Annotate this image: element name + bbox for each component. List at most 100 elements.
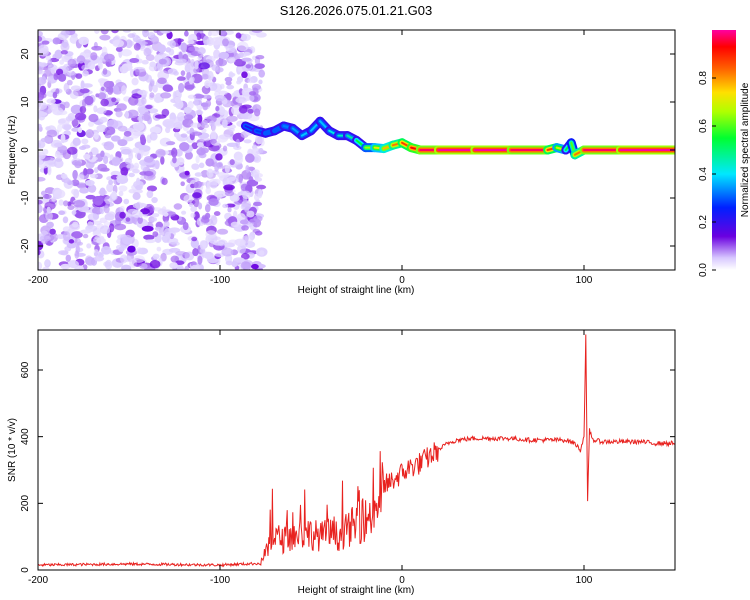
noise-blob	[198, 137, 211, 142]
noise-blob	[121, 234, 133, 245]
noise-blob	[238, 105, 248, 114]
noise-blob	[258, 69, 266, 78]
noise-blob	[224, 76, 233, 83]
noise-blob	[39, 62, 48, 67]
noise-blob	[207, 70, 214, 81]
noise-blob	[106, 183, 114, 193]
noise-blob	[165, 141, 176, 146]
noise-blob	[124, 157, 132, 165]
noise-blob	[152, 231, 159, 237]
noise-blob	[190, 58, 195, 68]
noise-blob	[223, 242, 236, 248]
noise-blob	[56, 110, 68, 116]
noise-blob	[111, 30, 119, 34]
noise-blob	[71, 210, 77, 215]
noise-blob	[111, 156, 121, 167]
noise-blob	[143, 30, 148, 33]
noise-blob	[254, 63, 265, 69]
noise-blob	[38, 36, 43, 42]
noise-blob	[234, 238, 246, 247]
noise-blob	[143, 156, 154, 163]
noise-blob	[63, 82, 70, 93]
noise-blob	[241, 57, 252, 62]
y-tick-label: -10	[20, 190, 31, 205]
noise-blob	[38, 199, 43, 205]
noise-blob	[161, 108, 170, 117]
noise-blob	[129, 128, 141, 139]
noise-blob	[38, 176, 46, 182]
noise-blob	[216, 193, 223, 199]
noise-blob	[145, 239, 156, 244]
noise-blob	[192, 248, 199, 257]
noise-blob	[175, 251, 187, 256]
noise-blob	[177, 111, 185, 122]
noise-blob	[238, 51, 244, 59]
noise-blob	[193, 98, 199, 107]
noise-blob	[194, 109, 204, 115]
noise-blob	[99, 225, 111, 235]
noise-blob	[197, 47, 206, 55]
noise-blob	[53, 72, 59, 81]
noise-blob	[137, 89, 148, 96]
noise-blob	[103, 220, 110, 227]
noise-blob	[97, 59, 102, 70]
noise-blob	[116, 103, 127, 111]
noise-blob	[148, 82, 153, 93]
noise-blob	[115, 46, 123, 52]
noise-blob	[69, 35, 79, 44]
y-tick-label: 10	[20, 96, 31, 108]
noise-blob	[38, 161, 49, 169]
noise-blob	[132, 122, 145, 132]
noise-blob	[174, 96, 181, 103]
noise-blob	[239, 219, 249, 225]
noise-blob	[192, 192, 202, 199]
noise-blob	[83, 167, 88, 176]
noise-blob	[210, 130, 217, 141]
noise-blob	[164, 120, 176, 129]
noise-blob	[252, 169, 260, 175]
noise-blob	[63, 101, 70, 109]
noise-blob	[65, 254, 72, 262]
noise-blob	[88, 113, 99, 123]
noise-blob	[157, 70, 170, 81]
noise-blob	[241, 71, 248, 79]
spectrogram-yaxis: -20 -10 0 10 20	[20, 48, 675, 253]
noise-blob	[146, 134, 152, 144]
noise-blob	[204, 80, 211, 89]
noise-blob	[94, 30, 100, 34]
noise-blob	[38, 70, 46, 75]
noise-blob	[251, 83, 262, 91]
noise-blob	[100, 86, 105, 92]
noise-blob	[85, 256, 96, 266]
noise-blob	[188, 46, 200, 52]
noise-blob	[103, 205, 110, 214]
noise-blob	[193, 94, 205, 99]
noise-blob	[143, 234, 155, 241]
noise-blob	[226, 176, 239, 185]
spectrogram-xaxis: -200 -100 0 100	[28, 30, 593, 286]
noise-blob	[182, 221, 189, 231]
noise-blob	[140, 208, 150, 215]
noise-blob	[104, 213, 115, 221]
noise-blob	[67, 260, 79, 269]
noise-blob	[221, 119, 228, 128]
noise-blob	[235, 91, 240, 97]
noise-blob	[103, 261, 111, 267]
noise-blob	[165, 47, 172, 53]
noise-blob	[97, 163, 108, 172]
noise-blob	[126, 109, 139, 119]
noise-blob	[226, 84, 235, 90]
noise-blob	[158, 58, 167, 65]
noise-blob	[129, 57, 140, 63]
noise-blob	[69, 91, 79, 99]
noise-blob	[104, 126, 116, 136]
noise-blob	[218, 51, 230, 60]
noise-blob	[246, 210, 255, 218]
noise-blob	[85, 168, 94, 175]
colorbar-tick-label: 0.6	[698, 119, 709, 133]
noise-blob	[173, 132, 180, 138]
noise-blob	[112, 85, 120, 95]
x-tick-label: -200	[28, 275, 48, 286]
noise-blob	[93, 255, 105, 262]
